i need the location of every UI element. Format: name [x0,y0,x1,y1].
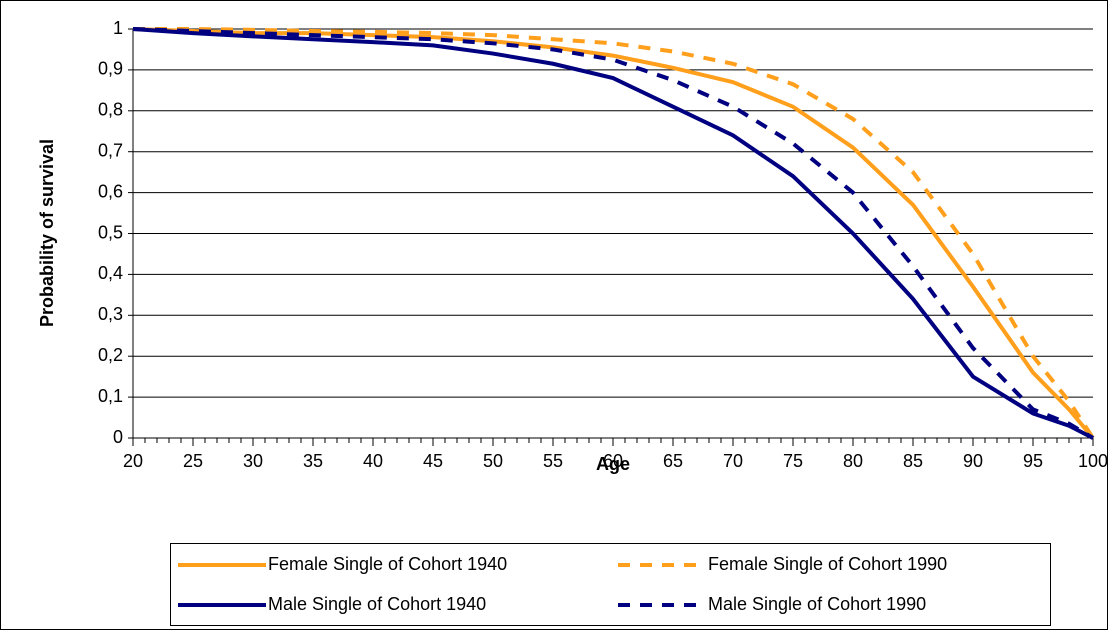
legend-label: Female Single of Cohort 1940 [268,554,507,574]
y-tick-label: 0,8 [98,100,123,120]
y-tick-label: 0 [113,427,123,447]
x-tick-label: 70 [723,451,743,471]
y-tick-label: 0,1 [98,386,123,406]
y-tick-label: 1 [113,18,123,38]
x-tick-label: 55 [543,451,563,471]
y-axis-title: Probability of survival [37,139,57,327]
x-tick-label: 40 [363,451,383,471]
x-axis-title: Age [596,454,630,474]
x-tick-label: 60 [603,451,623,471]
x-tick-label: 25 [183,451,203,471]
x-tick-label: 65 [663,451,683,471]
x-tick-label: 20 [123,451,143,471]
y-tick-label: 0,2 [98,345,123,365]
y-tick-label: 0,6 [98,181,123,201]
y-tick-label: 0,7 [98,140,123,160]
series-line [133,27,1095,440]
y-tick-label: 0,3 [98,304,123,324]
x-tick-label: 95 [1023,451,1043,471]
y-tick-label: 0,9 [98,59,123,79]
x-tick-label: 75 [783,451,803,471]
legend-label: Male Single of Cohort 1940 [268,594,486,614]
x-tick-label: 80 [843,451,863,471]
y-tick-label: 0,4 [98,263,123,283]
series-line [132,27,1095,440]
y-tick-label: 0,5 [98,222,123,242]
x-tick-label: 85 [903,451,923,471]
legend-label: Male Single of Cohort 1990 [708,594,926,614]
legend [170,543,1051,626]
series-line [132,27,1094,440]
series-line [132,27,1095,440]
x-tick-label: 30 [243,451,263,471]
x-tick-label: 100 [1078,451,1108,471]
x-tick-label: 35 [303,451,323,471]
x-tick-label: 90 [963,451,983,471]
x-tick-label: 50 [483,451,503,471]
x-tick-label: 45 [423,451,443,471]
legend-label: Female Single of Cohort 1990 [708,554,947,574]
